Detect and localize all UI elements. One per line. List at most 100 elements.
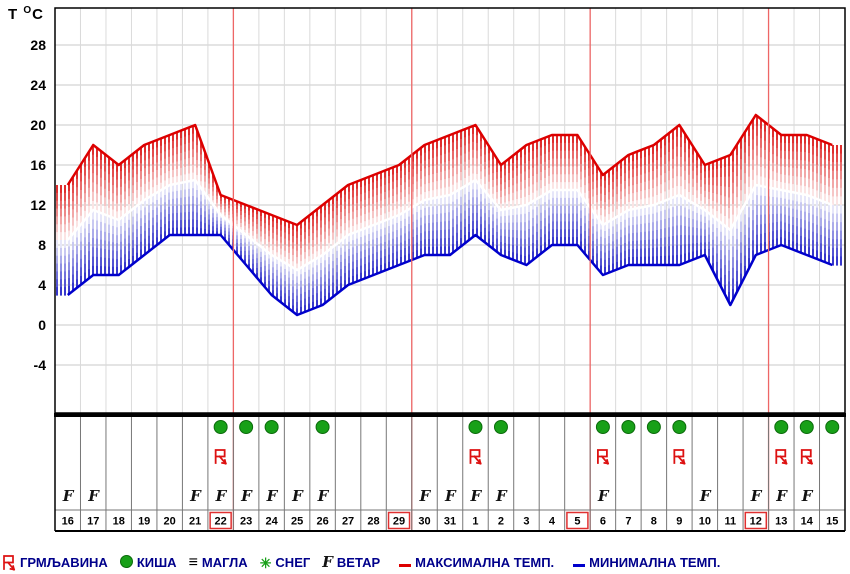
max-temp-line [66,113,833,227]
day-number: 1 [472,516,478,528]
day-number: 24 [265,516,278,528]
y-tick-label: 0 [38,317,46,333]
wind-icon: F [419,487,432,505]
wind-icon: F [189,487,202,505]
day-number: 19 [138,516,150,528]
wind-icon: F [597,487,610,505]
maxline-icon [399,555,412,570]
day-column: F 22 [209,420,232,530]
rain-icon [315,420,330,434]
snow-icon: ✳ [259,554,272,571]
thunderstorm-icon [597,449,610,465]
day-number: 17 [87,516,99,528]
day-number: 15 [826,516,838,528]
rain-icon [774,420,789,434]
day-column: 20 [164,516,176,528]
legend-item-snow: ✳ СНЕГ [260,555,311,570]
day-number: 2 [498,516,504,528]
day-number: 8 [651,516,657,528]
wind-icon: F [291,487,304,505]
day-number: 12 [750,516,762,528]
day-column: F 24 [264,420,279,528]
y-tick-label: 24 [30,77,46,93]
rain-icon [264,420,279,434]
wind-icon: F [775,487,788,505]
legend-label: МИНИМАЛНА ТЕМП. [589,555,721,570]
day-column: 29 [387,511,411,530]
day-number: 31 [444,516,456,528]
legend-label: МАГЛА [201,555,248,570]
legend-label: МАКСИМАЛНА ТЕМП. [415,555,555,570]
day-number: 27 [342,516,354,528]
day-number: 25 [291,516,303,528]
legend-label: КИША [136,555,177,570]
legend-item-fog: ≡ МАГЛА [188,553,248,571]
day-column: F 13 [774,420,789,528]
rain-icon [239,420,254,434]
wind-icon: F [469,487,482,505]
sunday-box [566,511,589,530]
legend-item-minline: МИНИМАЛНА ТЕМП. [573,555,720,570]
day-column: 11 [725,516,737,528]
day-column: F 26 [315,420,330,528]
day-column: F 31 [444,487,457,528]
day-column: 3 [523,516,529,528]
legend-label: СНЕГ [275,555,311,570]
wind-icon: F [317,487,330,505]
rain-icon [672,420,687,434]
sunday-box [209,511,232,530]
symbol-panel [54,417,846,532]
wind-icon: F [801,487,814,505]
axis-title-degree: O [23,5,33,16]
y-axis-title: T OC [8,5,44,23]
day-number: 5 [574,516,580,528]
day-column: 27 [342,516,354,528]
day-number: 18 [113,516,125,528]
day-number: 20 [164,516,176,528]
rain-icon [799,420,814,434]
sunday-box [387,511,411,530]
rain-icon [595,420,610,434]
day-column: F1 [468,420,483,528]
day-column: F2 [493,420,508,528]
wind-icon: F [322,553,333,571]
y-tick-label: -4 [34,357,47,373]
rain-icon [213,420,228,434]
y-tick-label: 4 [38,277,46,293]
legend-item-maxline: МАКСИМАЛНА ТЕМП. [399,555,554,570]
day-column: 28 [367,516,379,528]
wind-icon: F [699,487,712,505]
day-number: 9 [676,516,682,528]
day-number: 28 [367,516,379,528]
rain-icon [493,420,508,434]
thunderstorm-icon [214,449,227,465]
sunday-box [744,511,768,530]
minline-icon [573,555,586,570]
day-column: F 25 [291,487,304,528]
day-number: 6 [600,516,606,528]
wind-icon: F [750,487,763,505]
day-number: 3 [523,516,529,528]
y-tick-label: 8 [38,237,46,253]
y-tick-label: 16 [30,157,46,173]
day-column: 4 [549,516,556,528]
rain-icon [825,420,840,434]
wind-icon: F [87,487,100,505]
day-number: 21 [189,516,201,528]
legend: ГРМЉАВИНА КИША ≡ МАГЛА ✳ СНЕГ F ВЕТАР МАКСИМАЛНА… [3,554,720,571]
day-column: F 21 [189,487,202,528]
day-column: 19 [138,516,150,528]
day-column: 7 [621,420,636,528]
day-number: 14 [801,516,814,528]
temperature-hatch [56,115,842,316]
fog-icon: ≡ [188,553,198,571]
day-column: F 16 [62,487,75,528]
day-number: 13 [775,516,787,528]
wind-icon: F [495,487,508,505]
wind-icon: F [215,487,228,505]
day-column: 9 [672,420,687,528]
day-number: 23 [240,516,252,528]
wind-icon: F [240,487,253,505]
day-number: 26 [316,516,328,528]
axis-title-t: T [8,6,24,23]
